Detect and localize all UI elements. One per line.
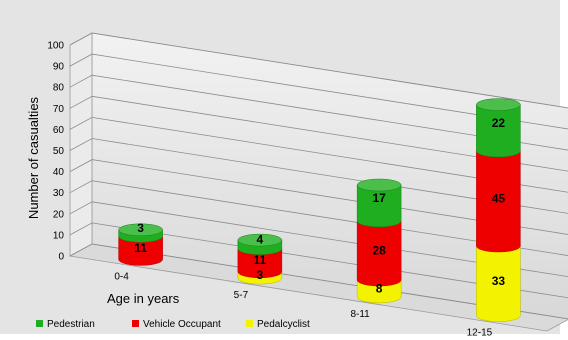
legend-swatch bbox=[36, 320, 43, 327]
data-label: 3 bbox=[257, 268, 264, 282]
data-label: 4 bbox=[257, 232, 264, 246]
data-label: 8 bbox=[376, 281, 383, 295]
bar-segment-body bbox=[356, 279, 402, 304]
bar-segment-body bbox=[476, 150, 521, 253]
legend-label: Pedestrian bbox=[47, 319, 95, 330]
bar-segment bbox=[118, 235, 163, 266]
x-tick-label: 5-7 bbox=[234, 290, 249, 301]
legend-label: Pedalcyclist bbox=[257, 319, 310, 330]
data-label: 11 bbox=[134, 241, 147, 255]
data-label: 22 bbox=[492, 116, 506, 130]
y-tick-label: 80 bbox=[53, 83, 65, 94]
y-tick-label: 50 bbox=[53, 146, 65, 157]
x-axis-ticks: 0-4 5-7 8-11 12-15 bbox=[114, 271, 492, 338]
bar-segment-body bbox=[356, 184, 402, 228]
gridline bbox=[69, 53, 568, 130]
data-label: 28 bbox=[372, 244, 386, 258]
gridline bbox=[69, 222, 568, 299]
y-tick-label: 30 bbox=[53, 188, 65, 199]
bar-top-cap bbox=[476, 98, 521, 111]
gridline bbox=[69, 243, 568, 320]
gridline bbox=[69, 32, 568, 109]
y-tick-label: 20 bbox=[53, 209, 65, 220]
bar-top-cap bbox=[237, 233, 283, 247]
legend-swatch bbox=[246, 320, 253, 327]
bar-segment-body bbox=[476, 245, 521, 322]
bar-segment bbox=[476, 150, 521, 253]
x-axis-label: Age in years bbox=[107, 291, 180, 306]
y-tick-label: 0 bbox=[58, 252, 64, 263]
bar-top-cap bbox=[118, 223, 163, 237]
legend-swatch bbox=[132, 320, 139, 327]
data-label: 17 bbox=[372, 191, 386, 205]
y-tick-label: 40 bbox=[53, 167, 65, 178]
gridline bbox=[69, 201, 568, 278]
gridline bbox=[69, 95, 568, 172]
y-tick-label: 90 bbox=[53, 62, 65, 73]
bars bbox=[118, 98, 521, 322]
bar-segment-body bbox=[476, 104, 521, 158]
x-tick-label: 12-15 bbox=[467, 328, 493, 339]
y-tick-label: 70 bbox=[53, 104, 65, 115]
bar-segment bbox=[356, 220, 402, 287]
gridline bbox=[69, 74, 568, 151]
bar-segment-body bbox=[118, 235, 163, 266]
bar-segment bbox=[118, 223, 163, 243]
gridlines bbox=[69, 32, 568, 320]
bar-top-cap bbox=[356, 178, 402, 192]
gridline bbox=[69, 116, 568, 193]
x-tick-label: 8-11 bbox=[350, 309, 370, 320]
x-tick-label: 0-4 bbox=[114, 271, 129, 282]
legend-label: Vehicle Occupant bbox=[143, 319, 221, 330]
data-label: 11 bbox=[254, 253, 267, 267]
bar-segment bbox=[237, 233, 283, 255]
bar-segment-body bbox=[237, 248, 283, 279]
data-label: 3 bbox=[137, 221, 144, 235]
bar-segment bbox=[356, 178, 402, 228]
y-axis-ticks: 0 10 20 30 40 50 60 70 80 90 100 bbox=[47, 41, 64, 263]
bar-segment bbox=[356, 279, 402, 304]
data-label: 45 bbox=[492, 192, 506, 206]
gridline bbox=[69, 180, 568, 256]
legend-item: Vehicle Occupant bbox=[132, 319, 221, 330]
data-label: 33 bbox=[492, 274, 506, 288]
gridline bbox=[69, 138, 568, 214]
y-tick-label: 60 bbox=[53, 125, 65, 136]
bar-segment bbox=[476, 245, 521, 322]
y-axis-label: Number of casualties bbox=[26, 96, 41, 219]
y-tick-label: 100 bbox=[47, 41, 64, 52]
legend-item: Pedalcyclist bbox=[246, 319, 310, 330]
legend: Pedestrian Vehicle Occupant Pedalcyclist bbox=[36, 319, 310, 330]
bar-segment bbox=[237, 248, 283, 279]
legend-item: Pedestrian bbox=[36, 319, 95, 330]
gridline bbox=[69, 159, 568, 235]
bar-segment bbox=[476, 98, 521, 158]
y-tick-label: 10 bbox=[53, 230, 65, 241]
chart-frame-bottom-strip bbox=[0, 334, 568, 340]
bar-segment-body bbox=[356, 220, 402, 287]
